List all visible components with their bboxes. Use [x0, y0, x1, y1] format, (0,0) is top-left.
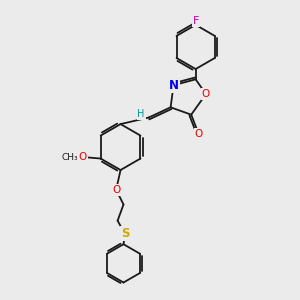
Text: S: S [121, 227, 129, 240]
Text: O: O [79, 152, 87, 162]
Text: CH₃: CH₃ [61, 153, 78, 162]
Text: N: N [169, 79, 178, 92]
Text: H: H [137, 109, 145, 119]
Text: O: O [194, 129, 203, 139]
Text: F: F [193, 16, 199, 26]
Text: O: O [112, 185, 120, 195]
Text: O: O [202, 89, 210, 99]
